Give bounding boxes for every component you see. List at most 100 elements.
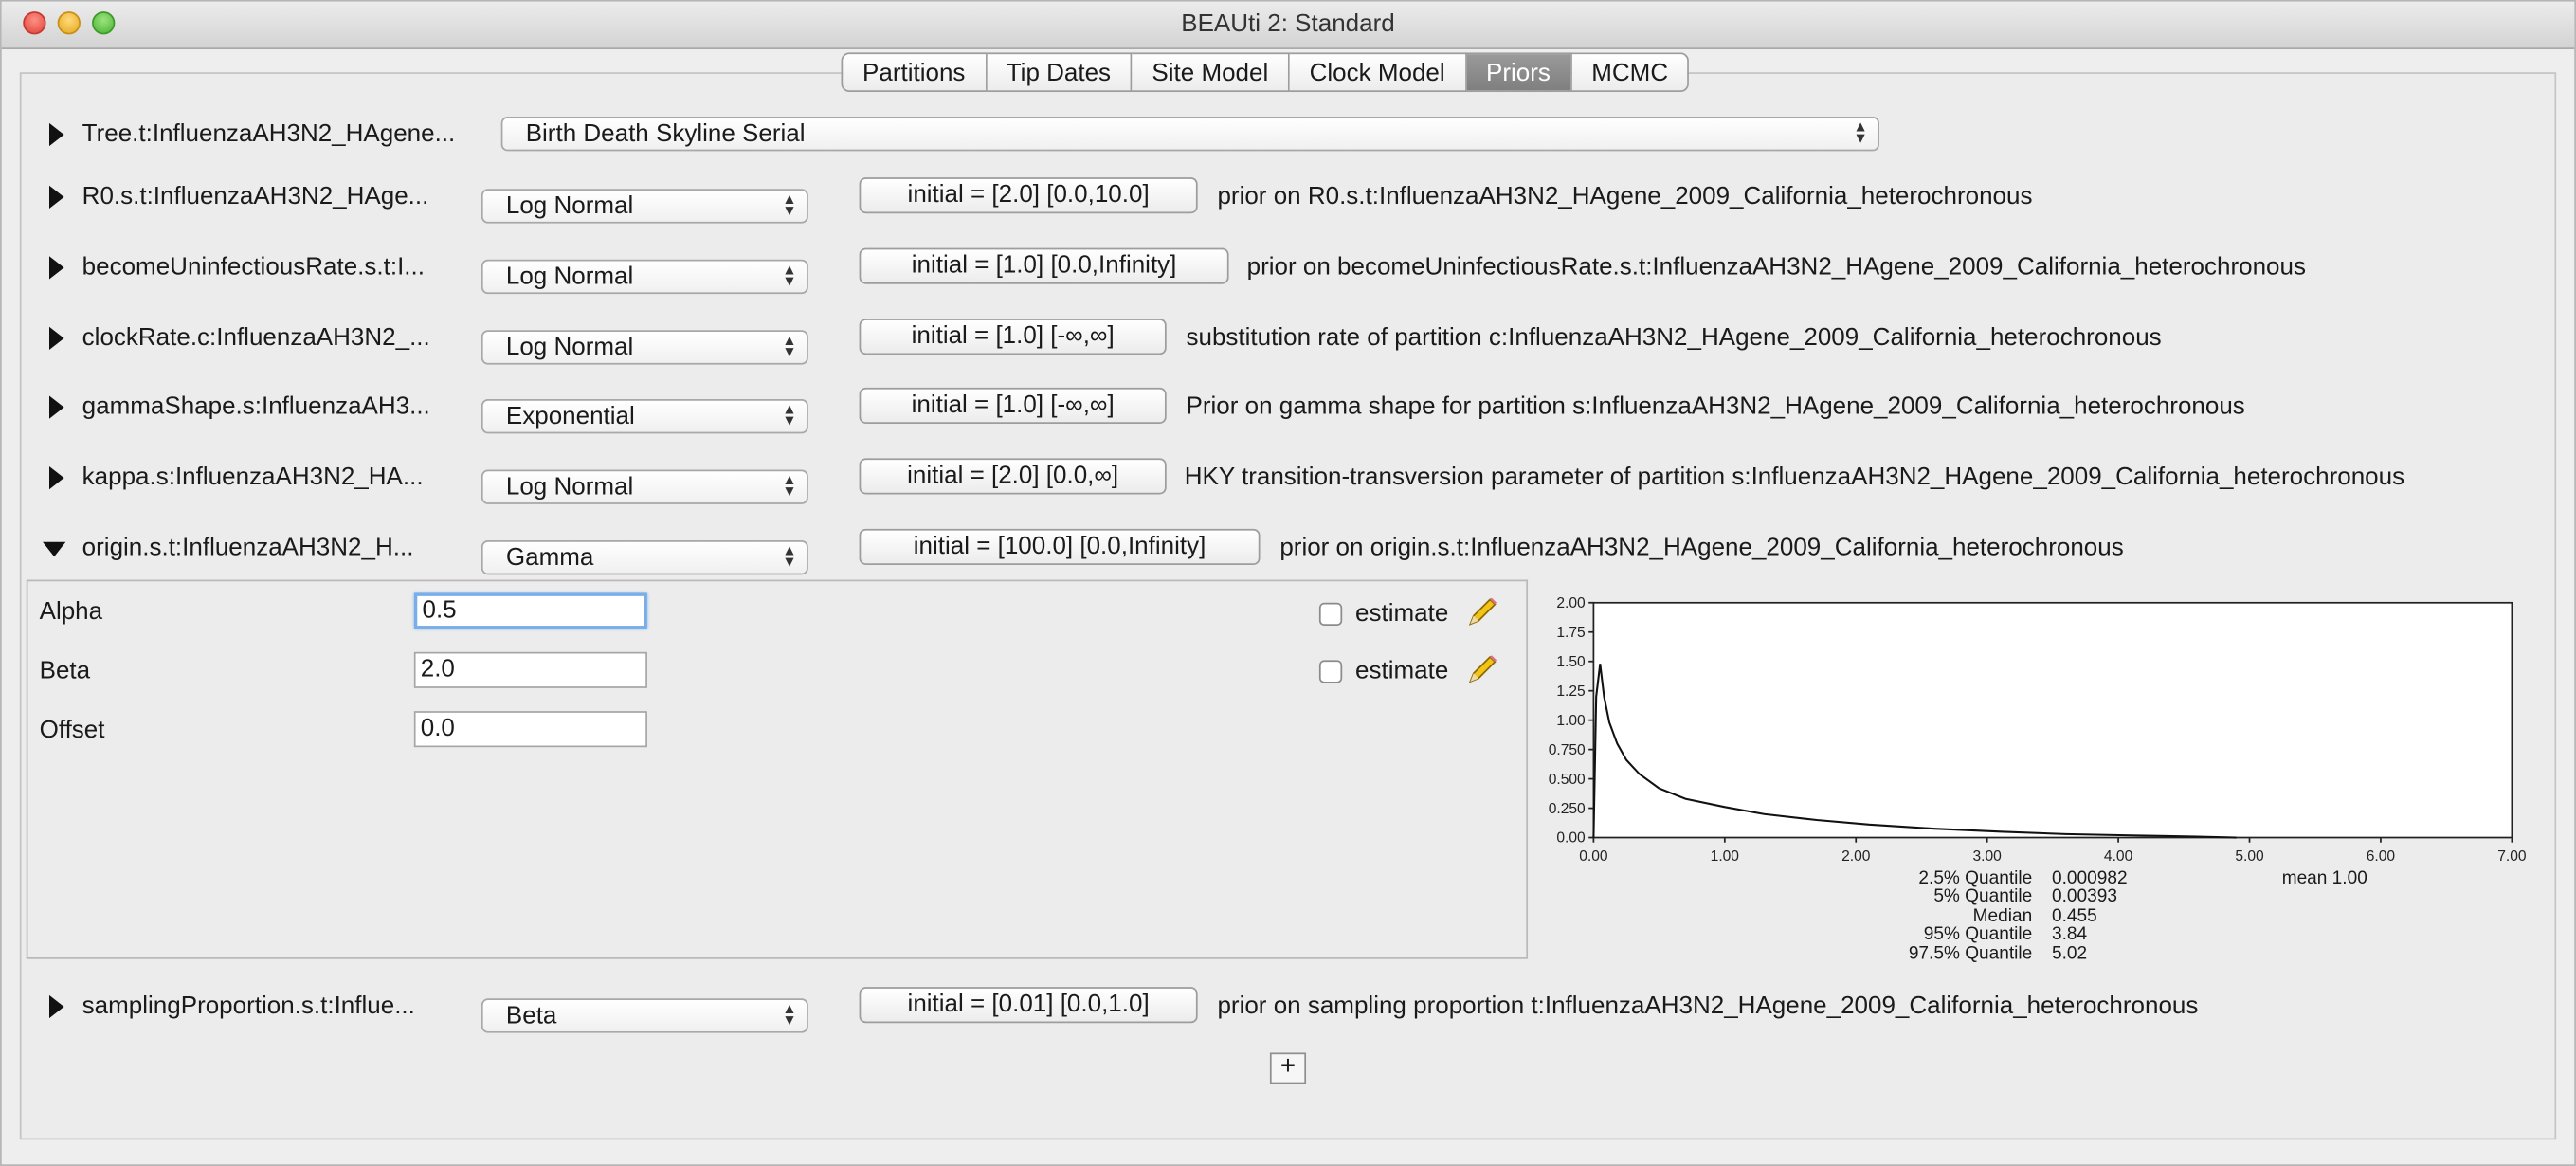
quantile-value: 3.84: [2052, 924, 2088, 945]
distribution-value: Exponential: [505, 402, 635, 430]
beta-estimate-checkbox[interactable]: [1318, 660, 1343, 683]
y-tick-label: 2.00: [1556, 595, 1586, 611]
updown-arrows-icon: ▲ ▼: [782, 541, 797, 571]
distribution-value: Log Normal: [505, 191, 634, 221]
beta-input[interactable]: 2.0: [413, 651, 647, 688]
collapse-triangle-icon[interactable]: [43, 541, 66, 557]
tab-bar: Partitions Tip Dates Site Model Clock Mo…: [841, 52, 1690, 93]
y-tick-label: 0.250: [1549, 801, 1586, 817]
distribution-value: Gamma: [505, 543, 594, 572]
prior-row-label: gammaShape.s:InfluenzaAH3...: [82, 392, 430, 421]
distribution-select[interactable]: Log Normal ▲ ▼: [481, 189, 808, 224]
y-tick-label: 1.00: [1556, 713, 1586, 729]
tab-partitions[interactable]: Partitions: [841, 52, 987, 93]
y-tick-label: 0.500: [1549, 772, 1586, 788]
prior-description: prior on origin.s.t:InfluenzaAH3N2_HAgen…: [1279, 534, 2124, 562]
y-tick-label: 0.00: [1556, 830, 1586, 847]
x-tick-label: 0.00: [1579, 848, 1608, 864]
updown-arrows-icon: ▲ ▼: [782, 471, 797, 500]
alpha-estimate-label: estimate: [1355, 599, 1449, 628]
distribution-select[interactable]: Log Normal ▲ ▼: [481, 259, 808, 295]
expand-triangle-icon[interactable]: [49, 395, 64, 419]
quantile-label: 95% Quantile: [1923, 924, 2033, 945]
updown-arrows-icon: ▲ ▼: [1853, 118, 1868, 147]
prior-row-label: clockRate.c:InfluenzaAH3N2_...: [82, 323, 430, 352]
distribution-value: Log Normal: [505, 263, 634, 291]
updown-arrows-icon: ▲ ▼: [782, 1000, 797, 1029]
x-tick-label: 4.00: [2104, 848, 2133, 864]
x-tick-label: 1.00: [1711, 848, 1740, 864]
updown-arrows-icon: ▲ ▼: [782, 331, 797, 360]
initial-value-button[interactable]: initial = [1.0] [-∞,∞]: [859, 387, 1167, 424]
quantile-value: 0.000982: [2052, 868, 2128, 889]
distribution-select[interactable]: Gamma ▲ ▼: [481, 539, 808, 575]
quantile-value: 0.455: [2052, 906, 2097, 927]
alpha-input[interactable]: 0.5: [413, 592, 647, 629]
x-tick-label: 3.00: [1973, 848, 2003, 864]
pencil-icon[interactable]: [1463, 594, 1499, 630]
distribution-select[interactable]: Exponential ▲ ▼: [481, 398, 808, 434]
tree-prior-select[interactable]: Birth Death Skyline Serial ▲ ▼: [500, 117, 1880, 152]
expand-triangle-icon[interactable]: [49, 122, 64, 147]
initial-value-button[interactable]: initial = [1.0] [0.0,Infinity]: [859, 247, 1229, 284]
quantile-label: 2.5% Quantile: [1918, 868, 2033, 889]
quantile-value: 0.00393: [2052, 886, 2117, 907]
prior-description: prior on becomeUninfectiousRate.s.t:Infl…: [1246, 252, 2306, 282]
prior-row-label: R0.s.t:InfluenzaAH3N2_HAge...: [82, 182, 429, 210]
prior-density-chart: 0.00 0.250 0.500 0.750 1.00 1.25 1.50 1.75 2.00 0…: [1530, 592, 2531, 970]
tab-site-model[interactable]: Site Model: [1132, 52, 1290, 93]
alpha-estimate-checkbox[interactable]: [1318, 602, 1343, 627]
initial-value-button[interactable]: initial = [2.0] [0.0,10.0]: [859, 177, 1198, 214]
quantile-label: 97.5% Quantile: [1908, 944, 2033, 964]
expand-triangle-icon[interactable]: [49, 256, 64, 280]
minimize-window-button[interactable]: [57, 11, 81, 35]
prior-row-label: samplingProportion.s.t:Influe...: [82, 992, 415, 1020]
expand-triangle-icon[interactable]: [49, 466, 64, 490]
plot-area: [1592, 601, 2513, 839]
window-title: BEAUti 2: Standard: [1181, 9, 1395, 38]
title-bar: BEAUti 2: Standard: [1, 1, 2575, 49]
mean-label: mean 1.00: [2281, 868, 2367, 889]
offset-input[interactable]: 0.0: [413, 711, 647, 748]
close-window-button[interactable]: [23, 11, 46, 35]
add-prior-button[interactable]: +: [1269, 1052, 1307, 1084]
distribution-value: Log Normal: [505, 333, 634, 362]
expand-triangle-icon[interactable]: [49, 994, 64, 1019]
tab-mcmc[interactable]: MCMC: [1571, 52, 1690, 93]
prior-description: prior on sampling proportion t:Influenza…: [1217, 992, 2199, 1020]
tab-priors[interactable]: Priors: [1466, 52, 1572, 93]
distribution-value: Log Normal: [505, 472, 634, 501]
pencil-icon[interactable]: [1463, 652, 1499, 688]
beta-label: Beta: [39, 656, 91, 685]
x-tick-label: 6.00: [2367, 848, 2396, 864]
alpha-label: Alpha: [39, 597, 103, 627]
y-tick-label: 1.75: [1556, 625, 1586, 641]
gamma-parameters-panel: [26, 579, 1529, 959]
initial-value-button[interactable]: initial = [1.0] [-∞,∞]: [859, 319, 1167, 355]
initial-value-button[interactable]: initial = [2.0] [0.0,∞]: [859, 458, 1167, 495]
distribution-select[interactable]: Log Normal ▲ ▼: [481, 330, 808, 365]
zoom-window-button[interactable]: [92, 11, 116, 35]
offset-label: Offset: [39, 716, 105, 744]
expand-triangle-icon[interactable]: [49, 185, 64, 210]
expand-triangle-icon[interactable]: [49, 326, 64, 351]
updown-arrows-icon: ▲ ▼: [782, 190, 797, 219]
quantile-value: 5.02: [2052, 944, 2088, 964]
distribution-select[interactable]: Log Normal ▲ ▼: [481, 469, 808, 504]
x-tick-label: 7.00: [2497, 848, 2527, 864]
tab-tip-dates[interactable]: Tip Dates: [986, 52, 1133, 93]
beta-estimate-label: estimate: [1355, 656, 1449, 685]
x-tick-label: 5.00: [2235, 848, 2264, 864]
initial-value-button[interactable]: initial = [100.0] [0.0,Infinity]: [859, 528, 1261, 565]
y-tick-label: 1.50: [1556, 654, 1586, 670]
initial-value-button[interactable]: initial = [0.01] [0.0,1.0]: [859, 987, 1198, 1024]
prior-description: Prior on gamma shape for partition s:Inf…: [1186, 392, 2245, 421]
tab-clock-model[interactable]: Clock Model: [1289, 52, 1467, 93]
prior-description: prior on R0.s.t:InfluenzaAH3N2_HAgene_20…: [1217, 182, 2033, 210]
tree-prior-label: Tree.t:InfluenzaAH3N2_HAgene...: [82, 119, 456, 148]
tree-prior-value: Birth Death Skyline Serial: [525, 119, 806, 148]
distribution-select[interactable]: Beta ▲ ▼: [481, 998, 808, 1033]
y-tick-label: 1.25: [1556, 683, 1586, 700]
updown-arrows-icon: ▲ ▼: [782, 261, 797, 289]
